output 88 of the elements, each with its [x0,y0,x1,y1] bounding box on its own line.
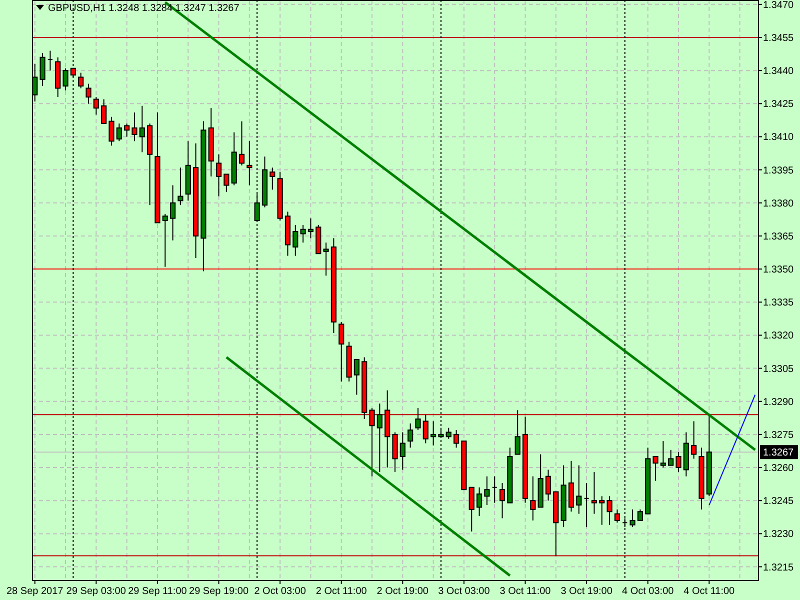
candlestick [101,98,107,124]
candlestick [614,508,620,524]
candlestick [40,52,46,87]
candlestick [78,72,84,89]
candlestick [499,482,506,519]
y-tick-label: 1.3395 [763,165,794,176]
candlestick [116,123,122,142]
y-tick-label: 1.3335 [763,298,794,309]
x-tick-label: 3 Oct 19:00 [560,586,613,597]
candlestick [216,154,222,197]
y-tick-label: 1.3230 [763,529,794,540]
candlestick [124,123,130,138]
y-tick-label: 1.3350 [763,264,794,276]
candlestick [468,486,474,532]
x-tick-label: 29 Sep 11:00 [128,586,188,597]
x-tick-label: 29 Sep 03:00 [66,586,126,597]
x-tick-label: 2 Oct 03:00 [254,586,306,597]
candlestick [599,496,605,526]
candlestick [530,476,536,521]
y-tick-label: 1.3245 [763,496,794,508]
x-tick-label: 3 Oct 03:00 [438,586,490,597]
candlestick [108,116,114,146]
candlestick [139,105,145,153]
y-tick-label: 1.3320 [763,330,794,342]
candlestick [376,403,382,472]
y-tick-label: 1.3440 [763,66,794,78]
candlestick [660,440,666,468]
candlestick [430,420,436,446]
candlestick [323,242,329,276]
y-tick-label: 1.3290 [763,396,794,408]
candlestick [668,449,674,466]
candlestick [62,68,68,91]
candlestick [606,496,612,526]
candlestick [446,427,452,440]
y-tick-label: 1.3305 [763,364,794,375]
x-tick-label: 29 Sep 19:00 [189,586,249,597]
candlestick [637,508,643,521]
candlestick [238,120,245,166]
x-tick-label: 2 Oct 19:00 [376,586,429,597]
y-tick-label: 1.3215 [763,562,794,574]
ref-line-label: 1.3267 [763,448,794,459]
candlestick [576,464,582,514]
y-tick-label: 1.3410 [763,132,794,144]
candlestick [422,414,428,444]
candlestick [408,422,414,448]
candlestick [270,167,276,190]
x-tick-label: 3 Oct 11:00 [500,586,552,597]
candlestick [484,476,490,506]
y-tick-label: 1.3260 [763,463,794,474]
candlestick [630,508,636,528]
candlestick [170,184,176,241]
candlestick [308,218,314,239]
y-tick-label: 1.3365 [763,231,794,242]
candlestick [162,213,168,268]
candlestick [338,321,344,382]
y-tick-label: 1.3380 [763,198,794,210]
candlestick [354,358,360,396]
candlestick [86,83,92,104]
candlestick [300,224,306,244]
x-tick-label: 28 Sep 2017 [6,586,64,597]
candlestick [178,167,184,206]
candlestick [545,469,552,502]
candlestick [591,471,598,514]
y-tick-label: 1.3470 [763,0,794,11]
chart-title: GBPUSD,H1 1.3248 1.3284 1.3247 1.3267 [48,3,240,14]
candlestick [369,407,375,477]
candlestick [246,140,252,186]
candlestick [224,174,230,192]
candlestick [93,96,99,116]
candlestick [415,407,421,431]
y-tick-label: 1.3425 [763,99,794,110]
x-tick-label: 2 Oct 11:00 [316,586,368,597]
candlestick [400,432,406,470]
candlestick [514,410,520,455]
y-tick-label: 1.3275 [763,430,794,441]
candlestick [492,476,498,504]
candlestick [676,452,682,472]
candlestick [454,430,460,448]
candlestick [652,456,658,482]
candlestick [476,486,482,517]
x-tick-label: 4 Oct 11:00 [684,586,736,597]
y-tick-label: 1.3455 [763,32,794,44]
candlestick [584,482,590,528]
candlestick [691,420,697,460]
x-tick-label: 4 Oct 03:00 [622,586,674,597]
candlestick [292,224,298,256]
candlestick [47,50,53,72]
candlestick [132,112,138,142]
